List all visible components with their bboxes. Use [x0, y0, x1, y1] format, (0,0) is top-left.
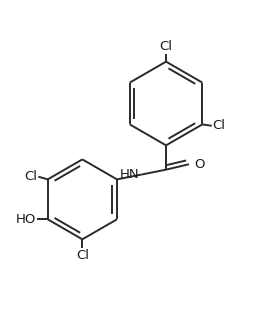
Text: HO: HO: [16, 213, 36, 226]
Text: Cl: Cl: [160, 40, 173, 53]
Text: HN: HN: [119, 168, 139, 181]
Text: Cl: Cl: [212, 119, 225, 132]
Text: Cl: Cl: [76, 249, 89, 262]
Text: Cl: Cl: [25, 170, 38, 183]
Text: O: O: [194, 158, 205, 171]
